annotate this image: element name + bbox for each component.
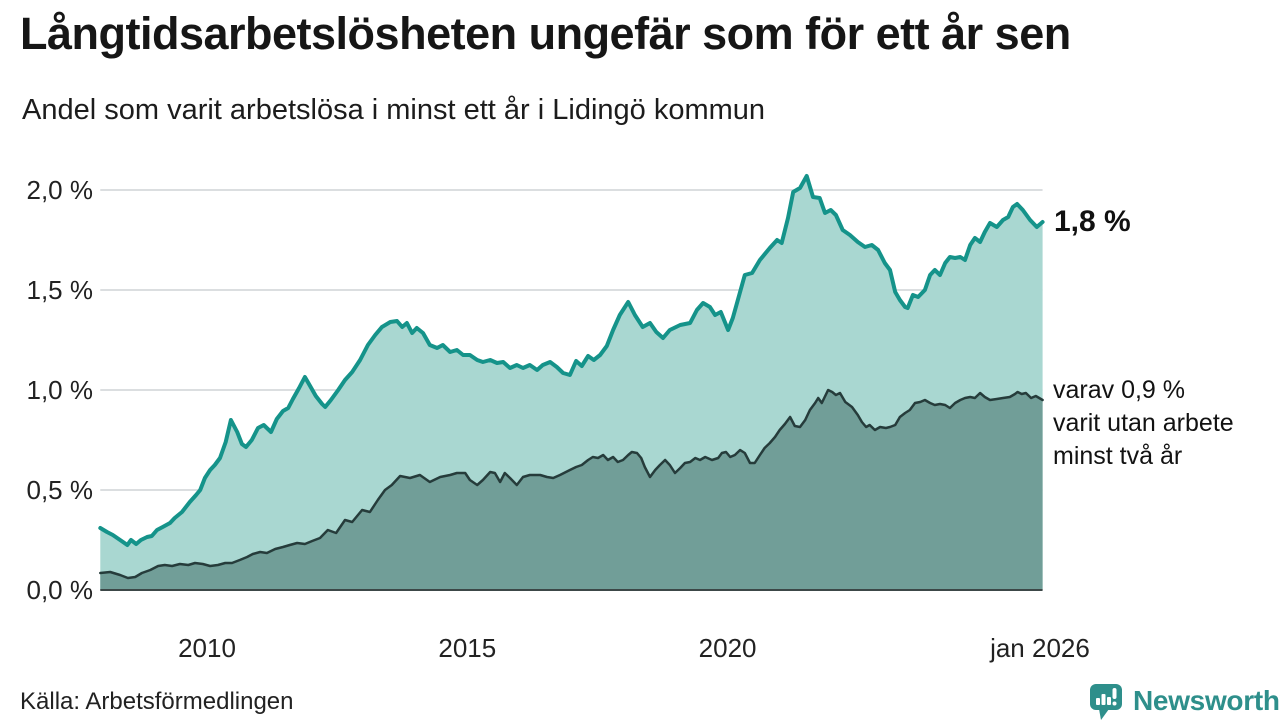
secondary-series-annotation: varav 0,9 % varit utan arbete minst två … [1053, 374, 1234, 473]
series-end-value-label: 1,8 % [1054, 205, 1131, 238]
y-axis-tick-label: 2,0 % [26, 175, 94, 205]
x-axis-tick-label: 2010 [178, 633, 236, 663]
x-axis-tick-label: jan 2026 [990, 633, 1090, 663]
series-area-1 [100, 390, 1043, 590]
newsworthy-bubble-icon [1090, 684, 1122, 720]
annotation-line: minst två år [1053, 442, 1183, 470]
y-axis-tick-label: 0,0 % [26, 575, 94, 605]
y-axis-tick-label: 1,0 % [26, 375, 94, 405]
x-axis-tick-label: 2020 [698, 633, 757, 663]
page-title: Långtidsarbetslösheten ungefär som för e… [20, 8, 1071, 59]
newsworthy-logo: Newsworthy [1086, 681, 1280, 720]
x-axis-tick-label: 2015 [438, 633, 497, 663]
y-axis-tick-label: 1,5 % [26, 275, 94, 305]
page-subtitle: Andel som varit arbetslösa i minst ett å… [22, 94, 766, 126]
series-line-0 [98, 174, 1045, 547]
series-line-1 [99, 388, 1044, 580]
y-axis-tick-label: 0,5 % [26, 475, 94, 505]
source-note: Källa: Arbetsförmedlingen [20, 688, 294, 715]
annotation-line: varav 0,9 % [1053, 376, 1186, 404]
annotation-line: varit utan arbete [1053, 409, 1234, 437]
newsworthy-wordmark: Newsworthy [1133, 685, 1280, 716]
